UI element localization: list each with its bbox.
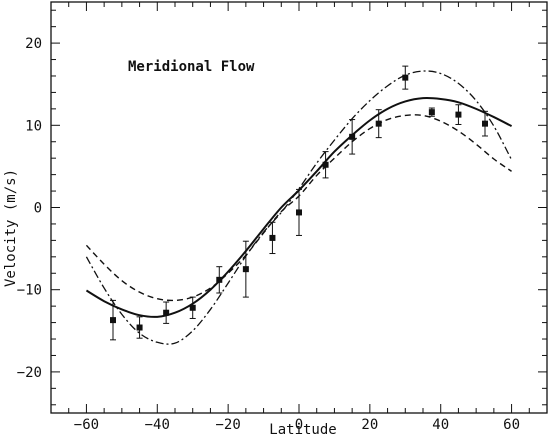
point-marker: [136, 324, 143, 331]
point-marker: [216, 276, 223, 283]
x-tick-label: 0: [295, 417, 303, 433]
data-point: [189, 296, 196, 319]
point-marker: [402, 74, 409, 81]
point-marker: [189, 304, 196, 311]
point-marker: [455, 111, 462, 118]
x-tick-label: −60: [74, 417, 99, 433]
y-tick-label: 10: [25, 118, 42, 134]
data-point: [482, 110, 488, 137]
data-point: [110, 299, 116, 341]
point-marker: [242, 266, 249, 273]
y-tick-label: −10: [17, 283, 42, 299]
y-axis-label: Velocity (m/s): [3, 169, 19, 287]
y-tick-label: 20: [25, 36, 42, 52]
x-axis-label: Latitude: [269, 422, 336, 437]
axis-ticks: [50, 2, 548, 413]
curve-dash-dot: [85, 70, 513, 345]
data-point: [322, 151, 329, 179]
data-point: [216, 266, 223, 294]
point-marker: [428, 109, 435, 116]
x-tick-label: −40: [145, 417, 170, 433]
data-point: [136, 316, 143, 339]
data-point: [402, 65, 409, 90]
data-point: [375, 109, 382, 139]
point-marker: [375, 120, 382, 127]
point-marker: [482, 120, 488, 127]
x-tick-label: 60: [503, 417, 520, 433]
data-point: [455, 104, 462, 125]
chart-annotation: Meridional Flow: [128, 59, 255, 75]
point-marker: [296, 209, 302, 216]
y-tick-label: −20: [17, 365, 42, 381]
point-marker: [349, 133, 356, 140]
data-point: [428, 107, 435, 117]
y-tick-label: 0: [34, 201, 42, 217]
point-marker: [110, 317, 116, 324]
x-tick-label: 40: [432, 417, 449, 433]
x-tick-label: −20: [215, 417, 240, 433]
data-point: [163, 301, 170, 324]
point-marker: [163, 309, 170, 316]
data-point: [296, 188, 302, 236]
data-point: [349, 119, 356, 155]
tick-labels: −60 −40 −20 0 20 40 60 −20 −10 0 10 20: [17, 36, 520, 433]
x-tick-label: 20: [361, 417, 378, 433]
point-marker: [269, 234, 276, 241]
point-marker: [322, 161, 329, 168]
data-point: [269, 221, 276, 255]
data-point: [242, 240, 249, 298]
data-points: [110, 65, 488, 341]
